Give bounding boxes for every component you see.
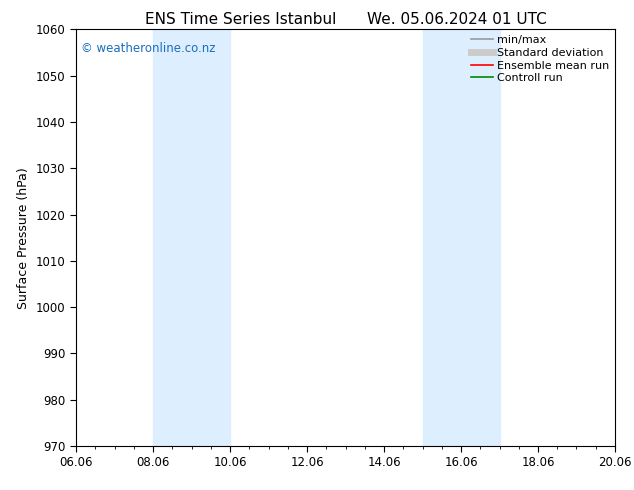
- Legend: min/max, Standard deviation, Ensemble mean run, Controll run: min/max, Standard deviation, Ensemble me…: [469, 33, 612, 86]
- Text: ENS Time Series Istanbul: ENS Time Series Istanbul: [145, 12, 337, 27]
- Bar: [422, 29, 500, 446]
- Bar: [153, 29, 230, 446]
- Text: © weatheronline.co.nz: © weatheronline.co.nz: [81, 42, 216, 55]
- Text: We. 05.06.2024 01 UTC: We. 05.06.2024 01 UTC: [366, 12, 547, 27]
- Y-axis label: Surface Pressure (hPa): Surface Pressure (hPa): [17, 167, 30, 309]
